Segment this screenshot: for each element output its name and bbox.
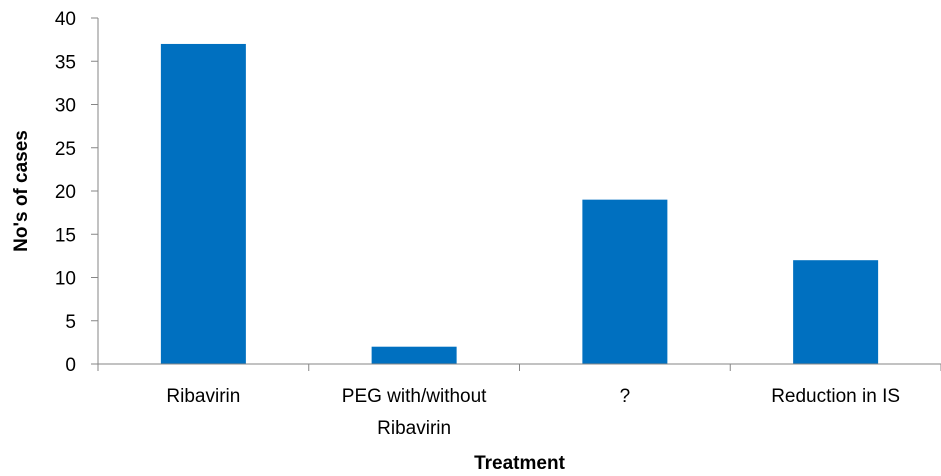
y-tick-label: 15 — [55, 225, 76, 246]
x-tick-label: PEG with/without Ribavirin — [342, 386, 487, 439]
x-axis-ticks — [97, 364, 941, 371]
y-tick-label: 5 — [65, 312, 76, 333]
y-tick-label: 35 — [55, 52, 76, 73]
bar — [160, 43, 246, 364]
y-tick-label: 25 — [55, 139, 76, 160]
bars — [160, 43, 879, 364]
x-tick-label: ? — [620, 386, 631, 407]
x-tick-label: Reduction in IS — [771, 386, 900, 407]
y-tick-label: 0 — [65, 355, 76, 376]
x-tick-label: Ribavirin — [166, 386, 240, 407]
y-tick-label: 40 — [55, 9, 76, 30]
x-axis-title: Treatment — [474, 453, 565, 474]
y-tick-label: 10 — [55, 269, 76, 290]
y-axis-ticks: 0 5 10 15 20 25 30 35 40 — [55, 9, 98, 376]
y-tick-label: 30 — [55, 96, 76, 117]
y-axis-title: No's of cases — [11, 130, 32, 252]
x-axis-labels: Ribavirin PEG with/without Ribavirin? Reduc… — [166, 386, 900, 439]
y-tick-label: 20 — [55, 182, 76, 203]
bar — [582, 199, 668, 364]
bar — [793, 260, 879, 364]
bar — [371, 346, 457, 364]
